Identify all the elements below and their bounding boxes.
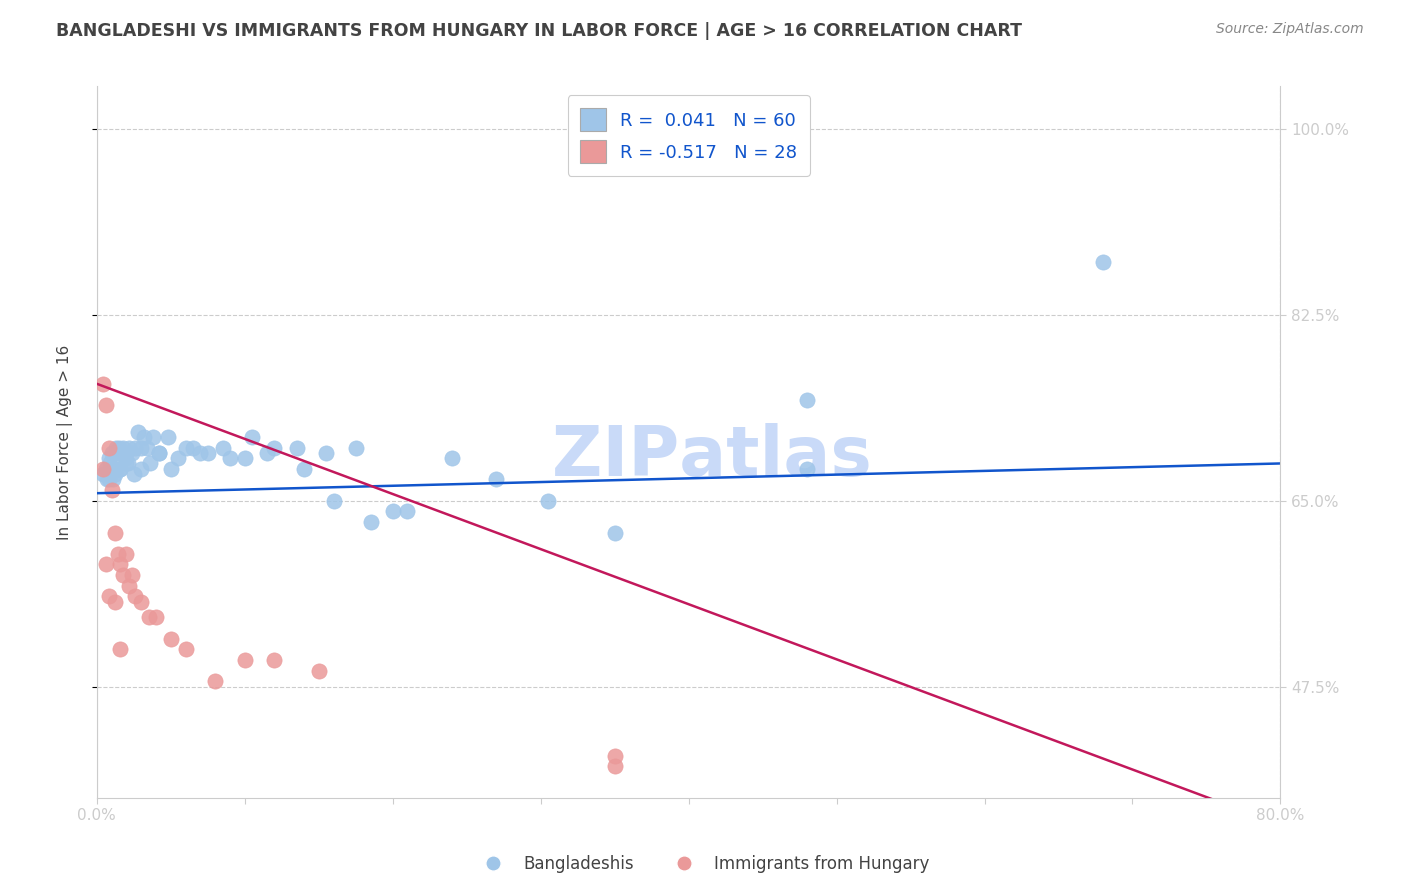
Point xyxy=(139,457,162,471)
Text: BANGLADESHI VS IMMIGRANTS FROM HUNGARY IN LABOR FORCE | AGE > 16 CORRELATION CHA: BANGLADESHI VS IMMIGRANTS FROM HUNGARY I… xyxy=(56,22,1022,40)
Point xyxy=(603,525,626,540)
Point xyxy=(121,568,143,582)
Point xyxy=(124,589,146,603)
Point xyxy=(167,451,190,466)
Point xyxy=(159,462,181,476)
Point xyxy=(103,462,125,476)
Point xyxy=(115,446,138,460)
Point xyxy=(100,446,122,460)
Point xyxy=(111,446,134,460)
Point xyxy=(796,392,818,407)
Point xyxy=(292,462,315,476)
Point xyxy=(263,653,285,667)
Point xyxy=(256,446,278,460)
Point xyxy=(110,462,132,476)
Point xyxy=(97,589,120,603)
Point xyxy=(396,504,419,518)
Point xyxy=(94,398,117,412)
Point xyxy=(440,451,463,466)
Text: ZIP​atlas: ZIP​atlas xyxy=(553,423,872,490)
Point xyxy=(91,462,114,476)
Point xyxy=(107,446,129,460)
Point xyxy=(100,483,122,497)
Point xyxy=(122,467,145,481)
Point xyxy=(134,430,156,444)
Point xyxy=(94,558,117,572)
Point xyxy=(118,579,141,593)
Point xyxy=(110,642,132,657)
Point xyxy=(174,642,197,657)
Point xyxy=(233,451,256,466)
Point xyxy=(94,462,117,476)
Point xyxy=(114,451,136,466)
Text: Source: ZipAtlas.com: Source: ZipAtlas.com xyxy=(1216,22,1364,37)
Point xyxy=(110,558,132,572)
Point xyxy=(97,451,120,466)
Point xyxy=(108,441,131,455)
Legend: R =  0.041   N = 60, R = -0.517   N = 28: R = 0.041 N = 60, R = -0.517 N = 28 xyxy=(568,95,810,176)
Point xyxy=(115,547,138,561)
Point xyxy=(174,441,197,455)
Point xyxy=(97,441,120,455)
Point xyxy=(129,441,152,455)
Point xyxy=(211,441,233,455)
Point xyxy=(485,472,508,486)
Point xyxy=(315,446,337,460)
Point xyxy=(115,457,138,471)
Point xyxy=(322,493,344,508)
Point xyxy=(148,446,170,460)
Point xyxy=(107,547,129,561)
Point xyxy=(91,467,114,481)
Point xyxy=(118,441,141,455)
Point xyxy=(159,632,181,646)
Point xyxy=(103,594,125,608)
Point xyxy=(127,425,149,439)
Point xyxy=(142,430,165,444)
Y-axis label: In Labor Force | Age > 16: In Labor Force | Age > 16 xyxy=(58,344,73,540)
Point xyxy=(105,441,128,455)
Point xyxy=(98,457,121,471)
Point xyxy=(110,462,132,476)
Point xyxy=(103,467,125,481)
Point xyxy=(156,430,179,444)
Point xyxy=(101,472,124,486)
Point xyxy=(117,457,139,471)
Point xyxy=(129,462,152,476)
Point xyxy=(381,504,404,518)
Point xyxy=(360,515,382,529)
Point xyxy=(344,441,367,455)
Point xyxy=(197,446,219,460)
Point xyxy=(112,568,135,582)
Point xyxy=(190,446,212,460)
Point xyxy=(603,759,626,773)
Point xyxy=(138,610,160,624)
Point xyxy=(537,493,560,508)
Point xyxy=(124,441,146,455)
Point xyxy=(121,446,143,460)
Point xyxy=(285,441,308,455)
Point xyxy=(1091,254,1114,268)
Point xyxy=(112,441,135,455)
Point xyxy=(603,748,626,763)
Point xyxy=(240,430,263,444)
Point xyxy=(204,674,226,689)
Point xyxy=(181,441,204,455)
Point xyxy=(148,446,170,460)
Point xyxy=(129,594,152,608)
Point xyxy=(308,664,330,678)
Point xyxy=(96,472,118,486)
Point xyxy=(103,525,125,540)
Point xyxy=(97,472,120,486)
Point xyxy=(145,610,167,624)
Point xyxy=(136,441,159,455)
Point xyxy=(233,653,256,667)
Point xyxy=(796,462,818,476)
Point xyxy=(219,451,242,466)
Point xyxy=(91,376,114,391)
Legend: Bangladeshis, Immigrants from Hungary: Bangladeshis, Immigrants from Hungary xyxy=(470,848,936,880)
Point xyxy=(263,441,285,455)
